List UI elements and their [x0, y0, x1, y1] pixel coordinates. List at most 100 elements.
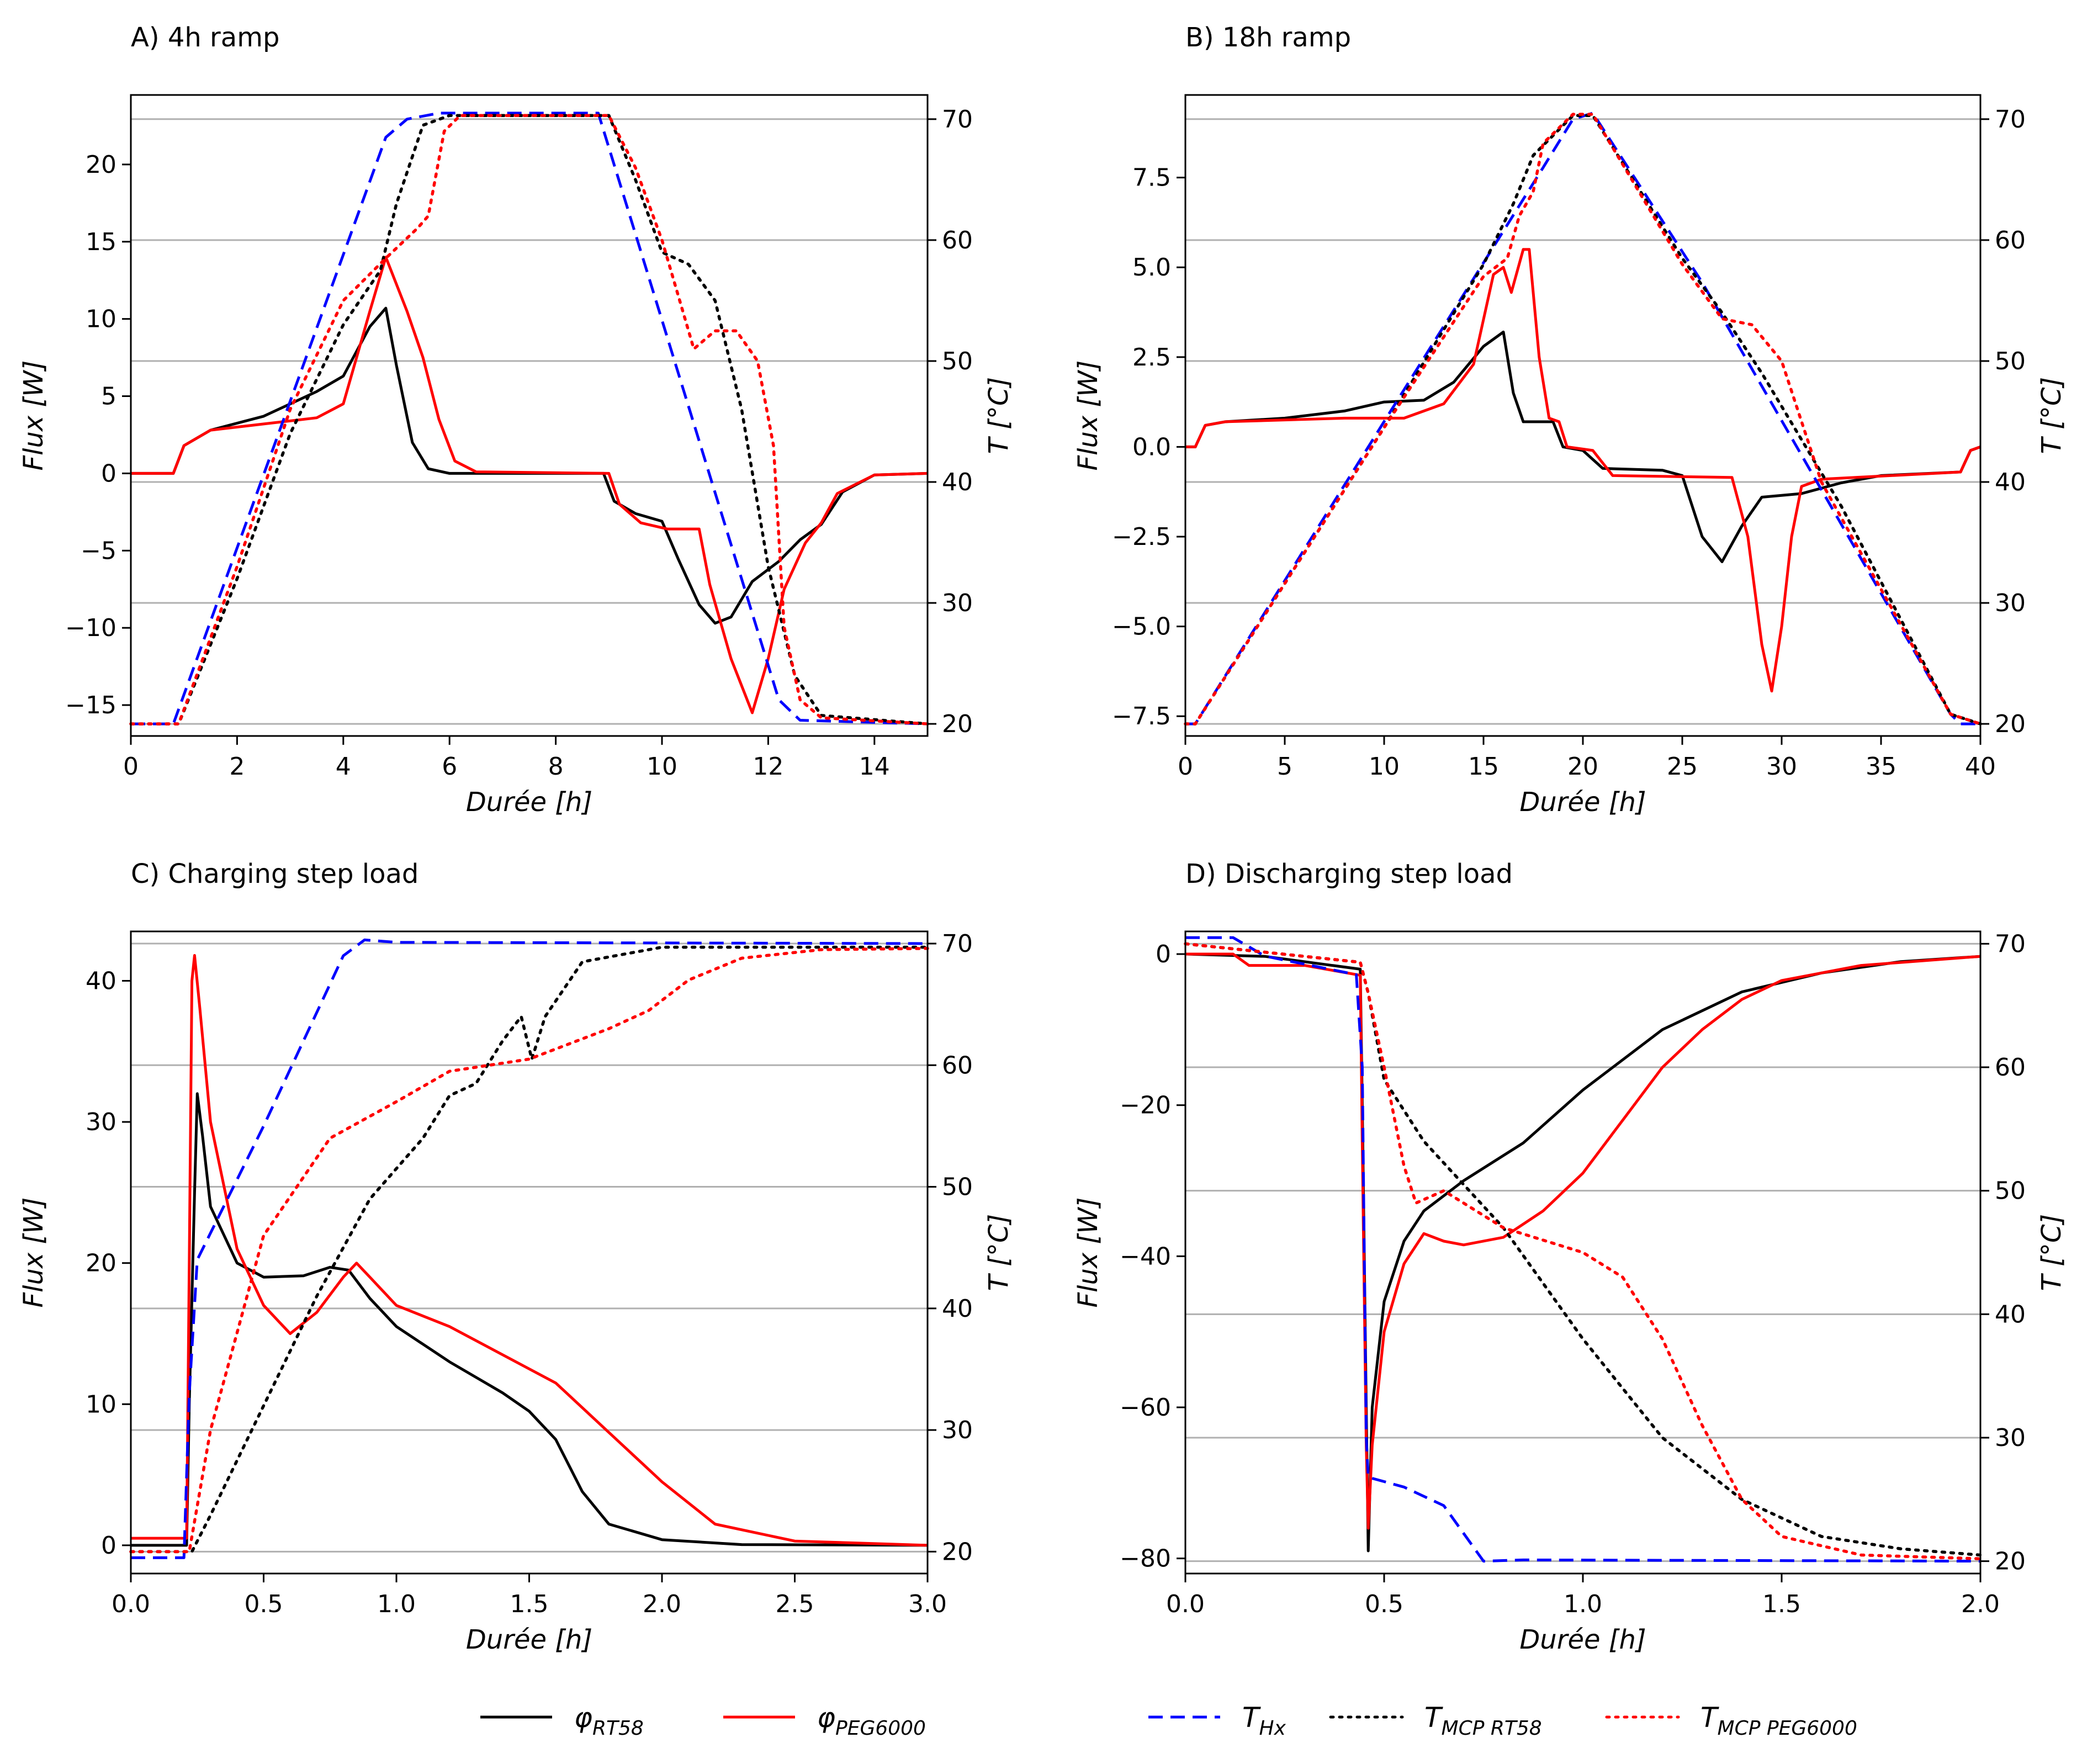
- y2-tick-label: 30: [1995, 1424, 2026, 1452]
- plot-frame: [130, 930, 929, 1575]
- panel-b: 0 5 10 15 20 25 30 35 40 −7.5 −5.0 −2.5 0.0 2.5 5.0 7.5…: [1073, 22, 2067, 818]
- panel-title: B) 18h ramp: [1185, 22, 1351, 53]
- series-line-t_hx: [131, 938, 928, 1559]
- y2-tick-label: 70: [942, 105, 973, 134]
- y2-tick-label: 40: [942, 1295, 973, 1323]
- y-tick-label: −60: [1120, 1394, 1171, 1422]
- y2-tick-label: 50: [1995, 347, 2026, 375]
- legend-label-phi_rt58: φRT58: [574, 1702, 644, 1740]
- y-tick-label: 10: [86, 1390, 116, 1418]
- x-tick-label: 14: [859, 753, 890, 781]
- x-tick-label: 2.0: [643, 1590, 681, 1618]
- x-tick-label: 0.5: [245, 1590, 283, 1618]
- y-axis-label: Flux [W]: [18, 361, 49, 471]
- x-tick-label: 5: [1277, 753, 1292, 781]
- y2-axis-label: T [°C]: [2036, 377, 2067, 454]
- y2-axis-label: T [°C]: [983, 1214, 1014, 1291]
- y2-tick-label: 30: [942, 589, 973, 617]
- y-tick-label: 0: [101, 1532, 116, 1560]
- series-line-t_rt58: [129, 945, 929, 1554]
- y-tick-label: 0: [101, 459, 116, 488]
- series-line-phi_rt58: [1185, 952, 1981, 1553]
- y2-tick-label: 20: [942, 710, 973, 738]
- x-tick-label: 0.5: [1365, 1590, 1403, 1618]
- y2-tick-label: 60: [942, 226, 973, 255]
- x-axis-label: Durée [h]: [1519, 1624, 1646, 1655]
- legend-subscript: PEG6000: [835, 1717, 926, 1740]
- y-tick-label: 7.5: [1132, 164, 1171, 192]
- legend-label-t_peg: TMCP PEG6000: [1700, 1702, 1857, 1740]
- y-tick-label: 5.0: [1132, 253, 1171, 282]
- y2-tick-label: 60: [1995, 1053, 2026, 1082]
- series-line-t_rt58: [1184, 114, 1982, 725]
- y2-tick-label: 50: [1995, 1177, 2026, 1205]
- plot-frame: [1184, 930, 1982, 1575]
- series-line-t_hx: [131, 112, 928, 725]
- y-tick-label: 20: [86, 151, 116, 179]
- y2-tick-label: 70: [1995, 105, 2026, 134]
- y2-tick-label: 20: [1995, 1548, 2026, 1576]
- legend-subscript: RT58: [592, 1717, 644, 1740]
- x-tick-label: 2: [229, 753, 245, 781]
- y-tick-label: −5.0: [1112, 613, 1171, 641]
- x-tick-label: 3.0: [908, 1590, 947, 1618]
- legend-subscript: Hx: [1259, 1717, 1286, 1740]
- x-tick-label: 6: [442, 753, 457, 781]
- series-line-phi_rt58: [131, 1092, 928, 1547]
- legend-symbol: φ: [817, 1702, 835, 1734]
- y-tick-label: −10: [65, 614, 116, 642]
- y2-tick-label: 40: [1995, 468, 2026, 496]
- x-tick-label: 2.0: [1961, 1590, 2000, 1618]
- plot-frame: [130, 94, 929, 737]
- series-line-t_rt58: [129, 114, 929, 725]
- y-tick-label: 20: [86, 1249, 116, 1278]
- series-line-t_hx: [1185, 936, 1981, 1563]
- y2-tick-label: 40: [1995, 1300, 2026, 1328]
- panel-title: D) Discharging step load: [1185, 859, 1513, 889]
- y2-tick-label: 30: [942, 1416, 973, 1444]
- x-tick-label: 4: [336, 753, 351, 781]
- x-tick-label: 1.0: [1564, 1590, 1602, 1618]
- series-line-t_peg: [129, 947, 929, 1554]
- x-axis-label: Durée [h]: [466, 787, 592, 818]
- legend-subscript: MCP PEG6000: [1718, 1717, 1857, 1740]
- y-tick-label: 10: [86, 305, 116, 333]
- y-tick-label: 30: [86, 1108, 116, 1136]
- y2-tick-label: 60: [1995, 226, 2026, 255]
- panel-c: 0.0 0.5 1.0 1.5 2.0 2.5 3.0 0 10 20 30 40 20 30 40 50 60…: [18, 859, 1014, 1655]
- x-tick-label: 0: [123, 753, 139, 781]
- y2-tick-label: 70: [1995, 930, 2026, 958]
- y-axis-label: Flux [W]: [18, 1198, 49, 1308]
- y-tick-label: −15: [65, 691, 116, 719]
- x-tick-label: 0.0: [112, 1590, 150, 1618]
- y2-tick-label: 60: [942, 1051, 973, 1079]
- legend-label-phi_peg: φPEG6000: [817, 1702, 926, 1740]
- legend-label-t_hx: THx: [1242, 1702, 1286, 1740]
- panel-d: 0.0 0.5 1.0 1.5 2.0 −80 −60 −40 −20 0 20 30 40 50 60 70…: [1073, 859, 2067, 1655]
- series-line-phi_peg: [131, 954, 928, 1547]
- series-line-phi_peg: [1185, 248, 1981, 693]
- x-tick-label: 20: [1567, 753, 1598, 781]
- legend-symbol: T: [1700, 1702, 1719, 1734]
- series-line-phi_rt58: [131, 306, 928, 625]
- y-tick-label: 5: [101, 383, 116, 411]
- x-tick-label: 30: [1766, 753, 1797, 781]
- y2-tick-label: 20: [942, 1538, 973, 1566]
- x-axis-label: Durée [h]: [466, 1624, 592, 1655]
- series-line-t_hx: [1185, 112, 1980, 725]
- x-tick-label: 0: [1178, 753, 1193, 781]
- legend: φRT58 φPEG6000 THx TMCP RT58 TMCP PEG6000: [480, 1702, 1857, 1740]
- series-line-phi_peg: [1185, 952, 1981, 1530]
- x-tick-label: 10: [1369, 753, 1400, 781]
- x-tick-label: 8: [548, 753, 564, 781]
- series-line-phi_rt58: [1185, 330, 1981, 563]
- y-tick-label: −80: [1120, 1545, 1171, 1573]
- y2-axis-label: T [°C]: [2036, 1214, 2067, 1291]
- y2-tick-label: 50: [942, 1173, 973, 1201]
- y-tick-label: 15: [86, 228, 116, 256]
- series-line-t_peg: [1184, 113, 1982, 725]
- y-axis-label: Flux [W]: [1073, 1198, 1104, 1308]
- x-tick-label: 25: [1667, 753, 1698, 781]
- series-line-t_peg: [1184, 942, 1982, 1560]
